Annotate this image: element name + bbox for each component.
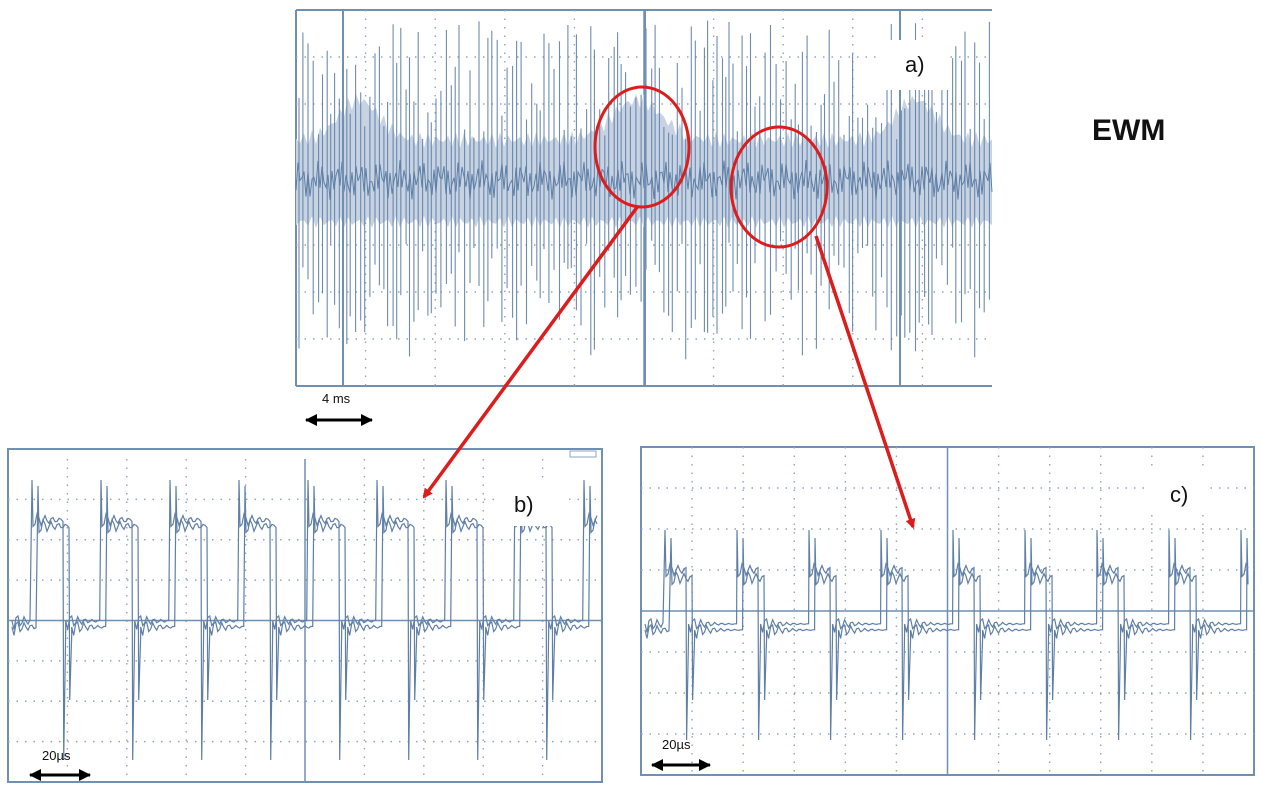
waveform-trace-b <box>11 479 598 761</box>
panel-label-a: a) <box>905 52 925 77</box>
zoom-annotations <box>422 85 916 529</box>
waveform-a <box>295 10 993 386</box>
panel-label-box-b <box>498 478 566 526</box>
figure-title: EWM <box>1092 114 1165 147</box>
panel-label-c: c) <box>1170 482 1188 507</box>
waveform-c <box>644 529 1249 741</box>
scope-panel-b: b) 20µs <box>7 448 603 783</box>
scope-panel-c: c) 20µs <box>640 446 1255 776</box>
scale-label-c: 20µs <box>662 737 691 752</box>
waveform-ripple <box>295 160 993 200</box>
scale-label-a: 4 ms <box>322 391 351 406</box>
waveform-trace-c <box>644 529 1249 741</box>
waveform-trace-c-secondary <box>644 537 1249 701</box>
scale-label-b: 20µs <box>42 748 71 763</box>
zoom-arrow-to-b <box>422 204 640 499</box>
panel-label-box-c <box>1150 468 1210 514</box>
waveform-trace-b-secondary <box>11 485 598 701</box>
highlight-circle-1 <box>593 85 691 209</box>
panel-label-box-a <box>880 40 950 90</box>
highlight-circle-2 <box>729 125 829 249</box>
zoom-arrow-to-c <box>814 235 916 529</box>
waveform-b <box>11 479 598 761</box>
panel-label-b: b) <box>514 492 534 517</box>
scope-panel-a: a) 4 ms <box>295 9 993 426</box>
scope-status-indicator <box>569 450 597 458</box>
